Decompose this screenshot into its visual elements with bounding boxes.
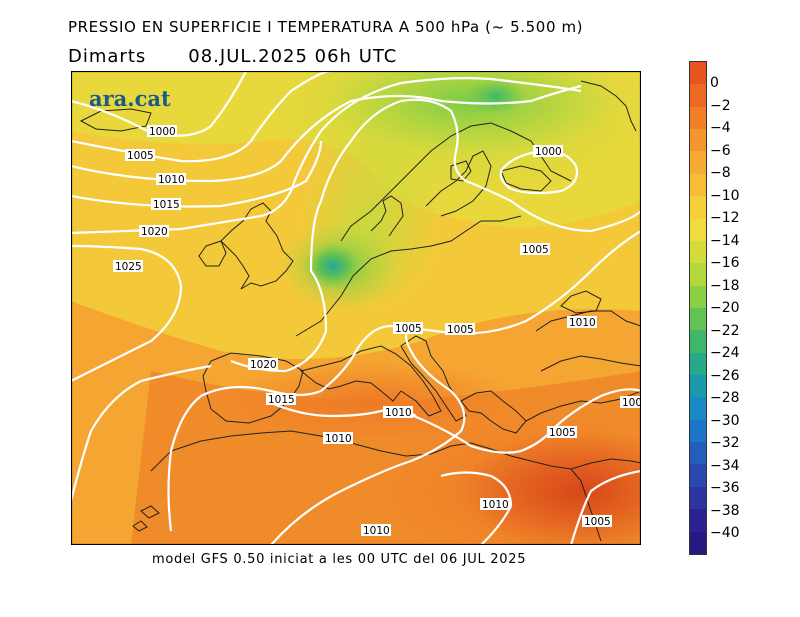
isobar-label: 1005 xyxy=(127,150,154,162)
colorbar-segment xyxy=(690,352,706,376)
colorbar-tick-label: −28 xyxy=(710,390,740,406)
map-subtitle: Dimarts 08.JUL.2025 06h UTC xyxy=(68,46,397,67)
isobar-label: 1020 xyxy=(141,226,168,238)
colorbar-segment xyxy=(690,240,706,264)
colorbar-segment xyxy=(690,218,706,241)
isobar-label: 1000 xyxy=(149,126,176,138)
colorbar-tick-label: −4 xyxy=(710,120,731,136)
colorbar-tick-label: −20 xyxy=(710,300,740,316)
coastlines xyxy=(79,80,641,542)
colorbar-segment xyxy=(690,486,706,510)
isobars xyxy=(71,71,641,545)
colorbar-segment xyxy=(690,307,706,331)
isobar-label: 1010 xyxy=(569,317,596,329)
colorbar-segment xyxy=(690,62,706,85)
colorbar-tick-label: −2 xyxy=(710,97,731,114)
colorbar-segment xyxy=(690,442,706,465)
colorbar-tick-label: −32 xyxy=(710,435,740,451)
colorbar-segment xyxy=(690,419,706,443)
isobar-label: 1000 xyxy=(535,146,562,158)
colorbar-tick-label: −10 xyxy=(710,187,740,204)
isobar-label: 100 xyxy=(622,397,641,409)
isobar-label: 1020 xyxy=(250,359,277,371)
colorbar-segment xyxy=(690,330,706,353)
weather-map: 1000 1005 1010 1015 1020 1025 1000 1005 … xyxy=(71,71,641,545)
colorbar-segment xyxy=(690,173,706,197)
temperature-field xyxy=(71,71,641,545)
colorbar-segment xyxy=(690,151,706,174)
isobar-labels: 1000 1005 1010 1015 1020 1025 1000 1005 … xyxy=(113,125,641,537)
isobar-label: 1015 xyxy=(268,394,295,406)
colorbar-segment xyxy=(690,509,706,532)
isobar-label: 1025 xyxy=(115,261,142,273)
isobar-label: 1005 xyxy=(522,244,549,256)
colorbar-segment xyxy=(690,285,706,308)
forecast-datetime: 08.JUL.2025 06h UTC xyxy=(188,46,398,67)
colorbar-tick-label: −12 xyxy=(710,210,740,226)
isobar-label: 1010 xyxy=(158,174,185,186)
colorbar-tick-label: −14 xyxy=(710,232,740,249)
colorbar-segment xyxy=(690,84,706,107)
colorbar-tick-label: −34 xyxy=(710,457,740,474)
isobar-label: 1015 xyxy=(153,199,180,211)
isobar-label: 1005 xyxy=(395,323,422,335)
colorbar-tick-label: −38 xyxy=(710,502,740,519)
map-title: PRESSIO EN SUPERFICIE I TEMPERATURA A 50… xyxy=(68,18,584,36)
map-frame xyxy=(71,71,641,545)
isobar-label: 1005 xyxy=(447,324,474,336)
colorbar-tick-label: 0 xyxy=(710,75,719,91)
colorbar-tick-label: −8 xyxy=(710,165,731,181)
forecast-day: Dimarts xyxy=(68,46,147,67)
colorbar-tick-label: −30 xyxy=(710,412,740,429)
isobar-label: 1010 xyxy=(363,525,390,537)
colorbar-tick-label: −40 xyxy=(710,525,740,541)
colorbar-tick-label: −22 xyxy=(710,322,740,339)
colorbar-tick-label: −16 xyxy=(710,255,740,271)
colorbar-tick-label: −36 xyxy=(710,480,740,496)
colorbar-segment xyxy=(690,464,706,487)
isobar-label: 1005 xyxy=(584,516,611,528)
colorbar-segment xyxy=(690,196,706,219)
isobar-label: 1010 xyxy=(482,499,509,511)
isobar-label: 1005 xyxy=(549,427,576,439)
colorbar-segment xyxy=(690,129,706,152)
colorbar-segment xyxy=(690,397,706,420)
isobar-label: 1010 xyxy=(385,407,412,419)
colorbar-tick-label: −6 xyxy=(710,142,731,159)
isobar-label: 1010 xyxy=(325,433,352,445)
colorbar-segment xyxy=(690,531,706,554)
colorbar-segment xyxy=(690,375,706,398)
temperature-colorbar xyxy=(689,61,707,555)
colorbar-segment xyxy=(690,106,706,130)
colorbar-tick-label: −26 xyxy=(710,367,740,384)
ara-cat-logo: ara.cat xyxy=(89,86,171,111)
colorbar-tick-label: −24 xyxy=(710,345,740,361)
colorbar-segment xyxy=(690,263,706,286)
colorbar-tick-label: −18 xyxy=(710,277,740,294)
model-info: model GFS 0.50 iniciat a les 00 UTC del … xyxy=(152,552,527,567)
